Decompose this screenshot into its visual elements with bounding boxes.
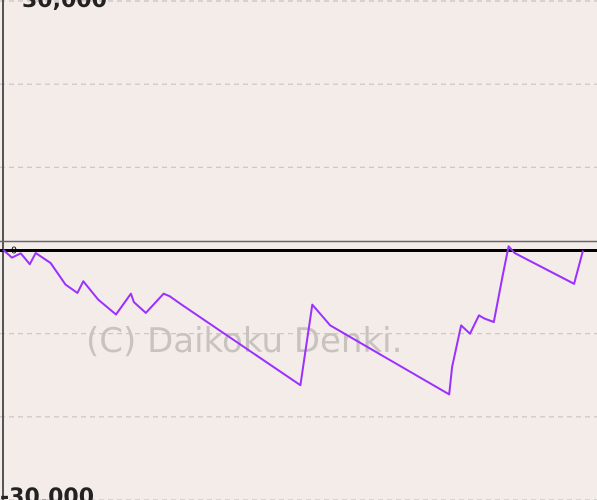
zero-label: 0 bbox=[11, 246, 17, 257]
watermark-text: (C) Daikoku Denki. bbox=[86, 321, 402, 361]
series-layer bbox=[2, 245, 584, 396]
series-line bbox=[2, 245, 584, 396]
y-tick-label-top: 30,000 bbox=[22, 0, 107, 13]
y-tick-label-bottom: -30,000 bbox=[0, 485, 94, 500]
